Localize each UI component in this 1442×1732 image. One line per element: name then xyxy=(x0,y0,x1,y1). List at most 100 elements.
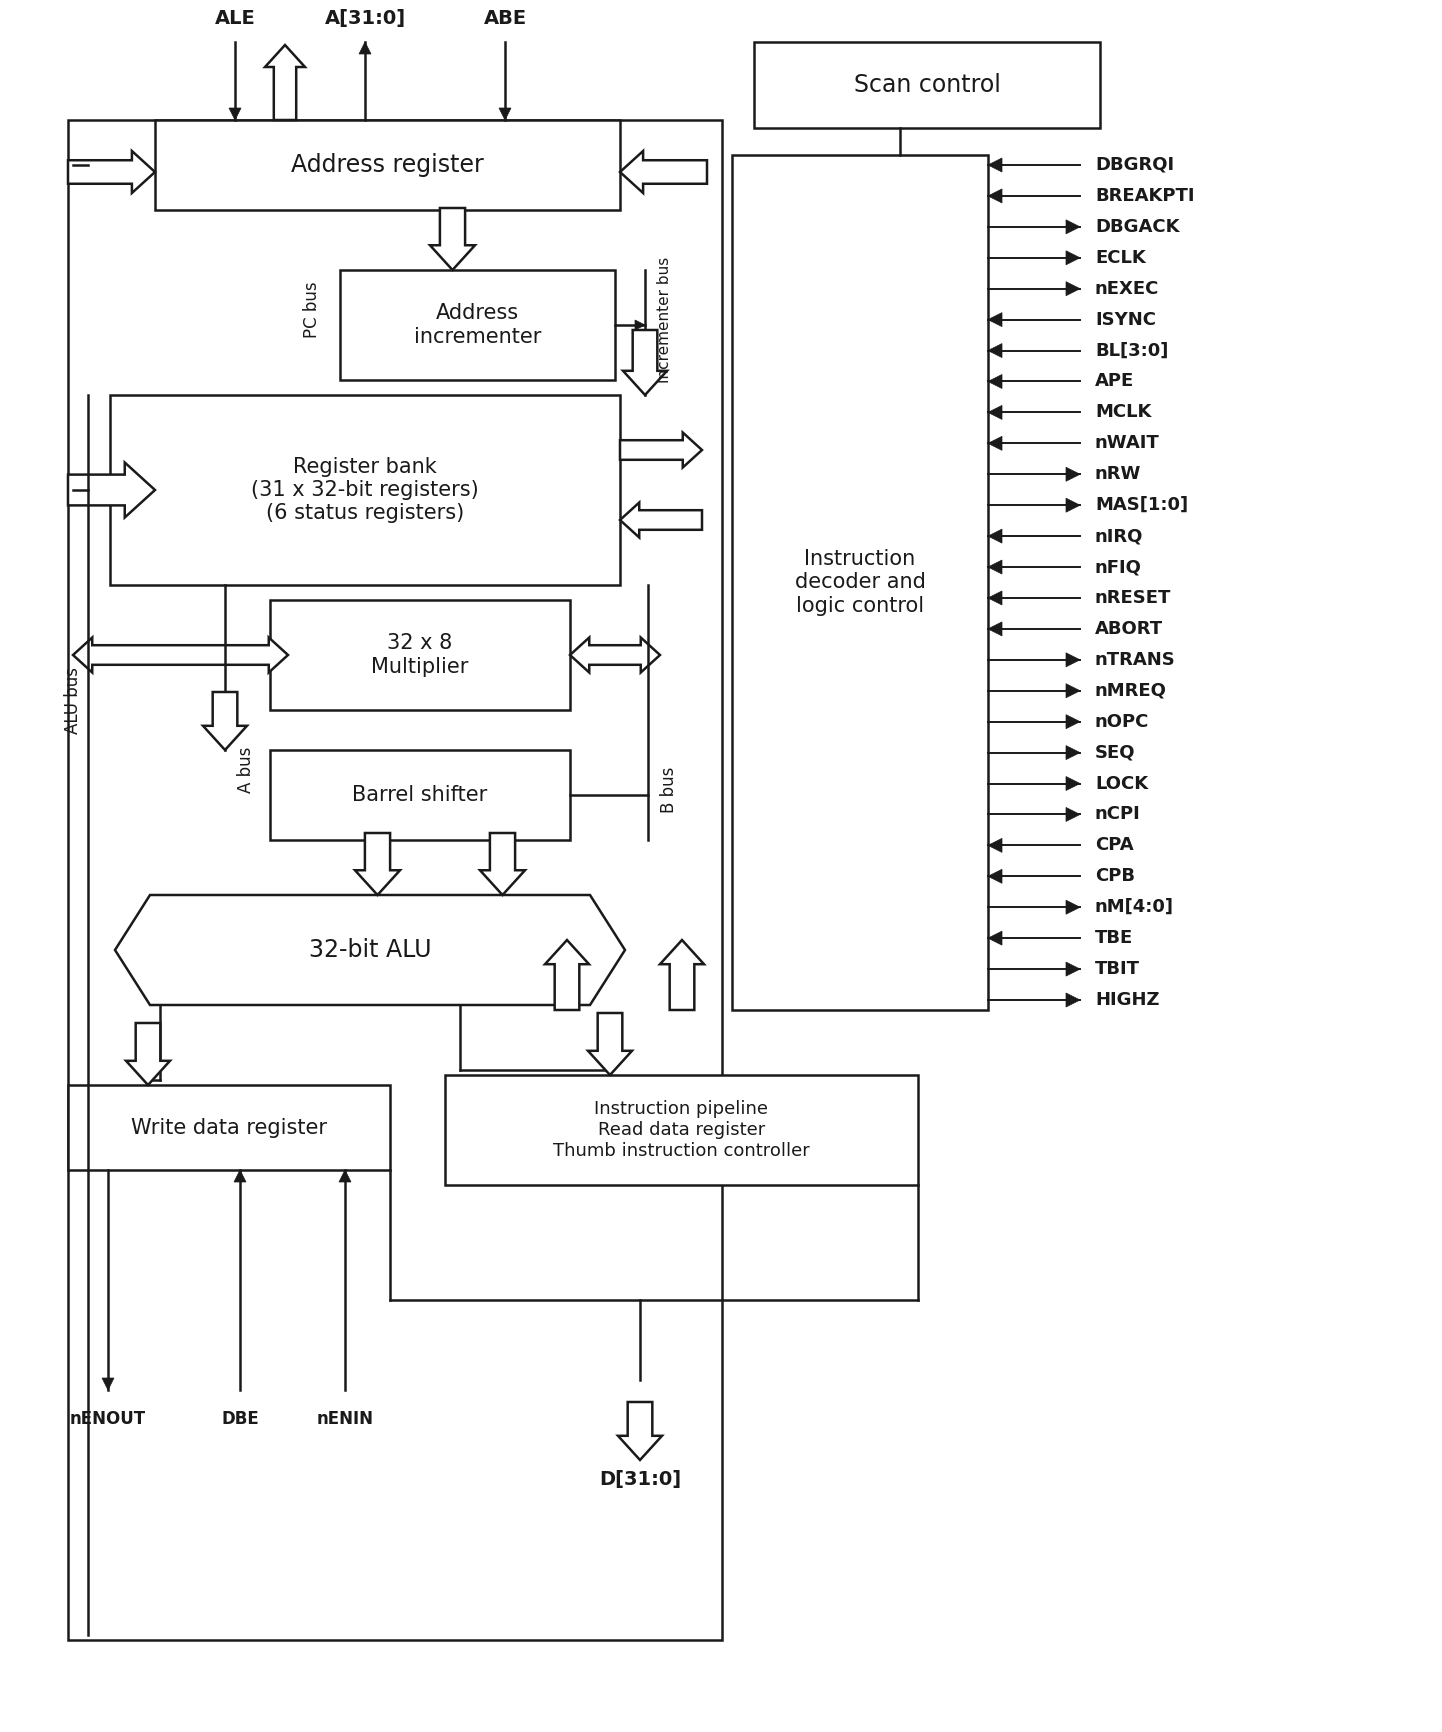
Bar xyxy=(446,1076,919,1185)
Polygon shape xyxy=(430,208,474,270)
Text: Incrementer bus: Incrementer bus xyxy=(658,256,672,383)
Polygon shape xyxy=(545,940,588,1010)
Polygon shape xyxy=(1066,220,1080,234)
Text: nMREQ: nMREQ xyxy=(1094,682,1167,700)
Text: D[31:0]: D[31:0] xyxy=(598,1470,681,1490)
Polygon shape xyxy=(265,45,306,120)
Text: nCPI: nCPI xyxy=(1094,805,1141,823)
Polygon shape xyxy=(588,1013,632,1076)
Polygon shape xyxy=(988,591,1002,604)
Bar xyxy=(110,395,620,585)
Polygon shape xyxy=(988,838,1002,852)
Polygon shape xyxy=(570,637,660,672)
Polygon shape xyxy=(988,528,1002,544)
Polygon shape xyxy=(1066,282,1080,296)
Polygon shape xyxy=(1066,992,1080,1006)
Text: ALU bus: ALU bus xyxy=(63,667,82,733)
Polygon shape xyxy=(988,559,1002,573)
Text: Address
incrementer: Address incrementer xyxy=(414,303,541,346)
Text: APE: APE xyxy=(1094,372,1135,390)
Text: ECLK: ECLK xyxy=(1094,249,1146,267)
Text: nRW: nRW xyxy=(1094,466,1142,483)
Polygon shape xyxy=(339,1171,350,1181)
Text: DBGACK: DBGACK xyxy=(1094,218,1180,236)
Polygon shape xyxy=(1066,715,1080,729)
Text: nM[4:0]: nM[4:0] xyxy=(1094,899,1174,916)
Polygon shape xyxy=(1066,776,1080,790)
Bar xyxy=(733,154,988,1010)
Text: nRESET: nRESET xyxy=(1094,589,1171,606)
Polygon shape xyxy=(68,151,154,192)
Polygon shape xyxy=(115,895,624,1005)
Polygon shape xyxy=(359,42,371,54)
Polygon shape xyxy=(988,343,1002,357)
Text: nFIQ: nFIQ xyxy=(1094,558,1142,577)
Polygon shape xyxy=(74,637,288,672)
Text: Write data register: Write data register xyxy=(131,1117,327,1138)
Bar xyxy=(270,599,570,710)
Polygon shape xyxy=(623,331,668,395)
Polygon shape xyxy=(480,833,525,895)
Text: nWAIT: nWAIT xyxy=(1094,435,1159,452)
Text: TBIT: TBIT xyxy=(1094,960,1141,979)
Text: 32-bit ALU: 32-bit ALU xyxy=(309,939,431,961)
Polygon shape xyxy=(68,462,154,518)
Bar xyxy=(68,1084,389,1171)
Text: LOCK: LOCK xyxy=(1094,774,1148,793)
Polygon shape xyxy=(620,502,702,537)
Polygon shape xyxy=(988,932,1002,946)
Text: SEQ: SEQ xyxy=(1094,743,1135,762)
Bar xyxy=(68,120,722,1640)
Polygon shape xyxy=(988,436,1002,450)
Text: DBGRQI: DBGRQI xyxy=(1094,156,1174,173)
Bar xyxy=(154,120,620,210)
Polygon shape xyxy=(1066,499,1080,513)
Polygon shape xyxy=(634,320,645,331)
Text: Address register: Address register xyxy=(291,152,485,177)
Text: DBE: DBE xyxy=(221,1410,260,1427)
Text: HIGHZ: HIGHZ xyxy=(1094,991,1159,1010)
Polygon shape xyxy=(355,833,399,895)
Text: Barrel shifter: Barrel shifter xyxy=(352,785,487,805)
Polygon shape xyxy=(229,107,241,120)
Text: BL[3:0]: BL[3:0] xyxy=(1094,341,1168,360)
Bar xyxy=(270,750,570,840)
Polygon shape xyxy=(988,622,1002,636)
Polygon shape xyxy=(1066,653,1080,667)
Polygon shape xyxy=(988,869,1002,883)
Text: CPB: CPB xyxy=(1094,868,1135,885)
Text: A bus: A bus xyxy=(236,746,255,793)
Polygon shape xyxy=(203,693,247,750)
Polygon shape xyxy=(660,940,704,1010)
Text: nIRQ: nIRQ xyxy=(1094,527,1144,546)
Text: Instruction
decoder and
logic control: Instruction decoder and logic control xyxy=(795,549,926,615)
Text: ALE: ALE xyxy=(215,9,255,28)
Polygon shape xyxy=(234,1171,247,1181)
Polygon shape xyxy=(988,374,1002,388)
Polygon shape xyxy=(499,107,510,120)
Polygon shape xyxy=(619,1401,662,1460)
Polygon shape xyxy=(1066,901,1080,914)
Polygon shape xyxy=(1066,807,1080,821)
Polygon shape xyxy=(1066,251,1080,265)
Polygon shape xyxy=(1066,684,1080,698)
Polygon shape xyxy=(988,158,1002,171)
Text: nEXEC: nEXEC xyxy=(1094,279,1159,298)
Text: BREAKPTI: BREAKPTI xyxy=(1094,187,1194,204)
Text: TBE: TBE xyxy=(1094,928,1133,947)
Polygon shape xyxy=(1066,468,1080,481)
Polygon shape xyxy=(620,433,702,468)
Text: CPA: CPA xyxy=(1094,837,1133,854)
Polygon shape xyxy=(988,313,1002,327)
Polygon shape xyxy=(620,151,707,192)
Text: Register bank
(31 x 32-bit registers)
(6 status registers): Register bank (31 x 32-bit registers) (6… xyxy=(251,457,479,523)
Text: Scan control: Scan control xyxy=(854,73,1001,97)
Text: Instruction pipeline
Read data register
Thumb instruction controller: Instruction pipeline Read data register … xyxy=(554,1100,810,1160)
Text: ABORT: ABORT xyxy=(1094,620,1164,637)
Polygon shape xyxy=(988,189,1002,203)
Polygon shape xyxy=(102,1379,114,1391)
Polygon shape xyxy=(988,405,1002,419)
Text: 32 x 8
Multiplier: 32 x 8 Multiplier xyxy=(371,634,469,677)
Text: B bus: B bus xyxy=(660,767,678,814)
Bar xyxy=(340,270,614,379)
